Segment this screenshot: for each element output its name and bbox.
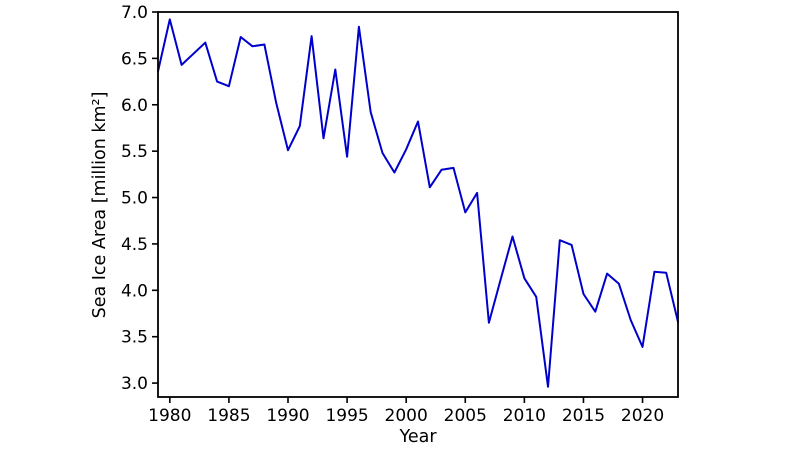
x-axis-label: Year [399, 427, 437, 447]
y-tick-label: 7.0 [121, 3, 148, 23]
y-tick-label: 6.5 [121, 49, 148, 69]
y-tick-label: 3.0 [121, 374, 148, 394]
x-tick-label: 2010 [503, 406, 546, 426]
x-tick-label: 1985 [207, 406, 250, 426]
x-tick-label: 2020 [621, 406, 664, 426]
y-axis-label: Sea Ice Area [million km²] [90, 91, 110, 319]
y-tick-label: 6.0 [121, 96, 148, 116]
y-tick-label: 5.0 [121, 189, 148, 209]
y-tick-label: 3.5 [121, 328, 148, 348]
sea-ice-data-line [157, 18, 679, 388]
x-tick-label: 1980 [148, 406, 191, 426]
x-tick-label: 2000 [385, 406, 428, 426]
plot-border [157, 11, 679, 398]
x-tick-label: 2005 [444, 406, 487, 426]
x-tick-label: 2015 [562, 406, 605, 426]
x-tick-label: 1990 [266, 406, 309, 426]
y-tick-label: 4.0 [121, 281, 148, 301]
y-tick-label: 5.5 [121, 142, 148, 162]
y-tick-label: 4.5 [121, 235, 148, 255]
x-tick-label: 1995 [325, 406, 368, 426]
